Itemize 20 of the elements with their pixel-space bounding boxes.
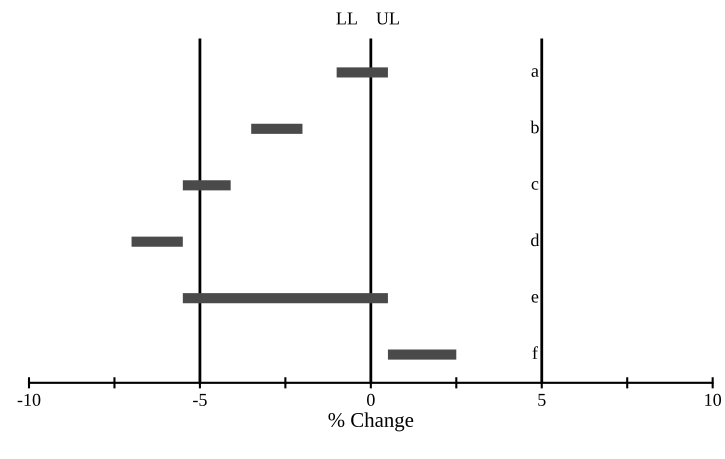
y-tick-label: d <box>531 234 540 246</box>
x-tick-label: 10 <box>705 394 722 406</box>
bar <box>182 180 231 190</box>
x-axis-title: % Change <box>328 412 414 432</box>
bar <box>182 293 388 304</box>
text: UL <box>376 12 399 25</box>
y-tick-label: e <box>532 294 538 303</box>
y-tick-label: b <box>530 120 539 134</box>
x-tick-label: 5 <box>538 394 546 406</box>
text: LL <box>336 12 357 24</box>
x-tick-label: -10 <box>18 394 40 406</box>
y-tick-label: c <box>532 181 538 190</box>
bar <box>132 236 183 247</box>
x-tick-label: -5 <box>193 394 207 406</box>
bar <box>336 67 388 78</box>
bar <box>251 124 302 134</box>
x-tick-label: 0 <box>367 394 375 406</box>
y-tick-label: a <box>532 68 539 77</box>
bar <box>388 350 456 360</box>
y-tick-label: f <box>532 346 538 359</box>
